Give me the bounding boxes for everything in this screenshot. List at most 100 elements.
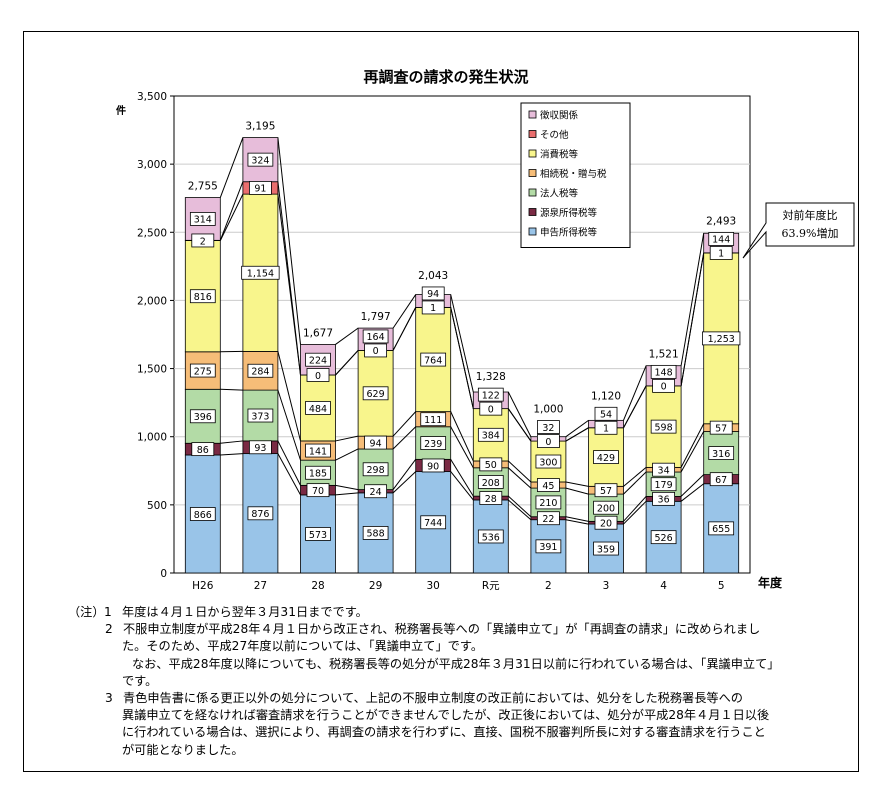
data-label: 224 bbox=[309, 356, 327, 367]
data-label: 239 bbox=[424, 439, 442, 450]
y-tick-label: 0 bbox=[160, 568, 167, 580]
data-label-box bbox=[652, 462, 675, 477]
data-label: 0 bbox=[545, 437, 551, 448]
data-label: 200 bbox=[597, 504, 615, 515]
note-3: 3 青色申告書に係る更正以外の処分について、上記の不服申立制度の改正前においては、… bbox=[68, 690, 838, 707]
data-label: 86 bbox=[197, 445, 209, 456]
data-label: 536 bbox=[482, 532, 500, 543]
connector-line bbox=[680, 233, 705, 366]
data-label-box bbox=[652, 491, 675, 506]
legend-swatch bbox=[528, 169, 537, 177]
legend-label: 相続税・贈与税 bbox=[540, 168, 607, 180]
data-label-box bbox=[593, 450, 619, 464]
total-label: 1,000 bbox=[533, 404, 563, 416]
connector-line bbox=[623, 496, 647, 522]
x-tick-label: 3 bbox=[603, 580, 610, 592]
connector-line bbox=[392, 471, 417, 494]
connector-line bbox=[623, 471, 647, 495]
connector-line bbox=[392, 411, 417, 437]
data-label-box bbox=[305, 465, 331, 480]
connector-line bbox=[623, 466, 647, 487]
data-label-box bbox=[247, 506, 274, 521]
data-label: 70 bbox=[312, 486, 324, 497]
legend-label: 申告所得税等 bbox=[540, 227, 598, 239]
x-tick-label: H26 bbox=[192, 580, 214, 592]
x-tick-label: 27 bbox=[254, 580, 267, 592]
data-label-box bbox=[362, 462, 389, 477]
data-label-box bbox=[477, 427, 504, 442]
y-tick-label: 3,500 bbox=[137, 91, 167, 103]
connector-line bbox=[680, 431, 705, 473]
connector-line bbox=[335, 435, 359, 442]
data-label-box bbox=[362, 329, 389, 344]
data-label-box bbox=[709, 472, 733, 487]
legend-label: 徴収関係 bbox=[540, 110, 579, 122]
connector-line bbox=[450, 459, 474, 497]
note-3-cont-d: が可能となりました。 bbox=[122, 742, 244, 757]
data-label: 588 bbox=[367, 529, 385, 540]
note-3-number: 3 bbox=[105, 691, 113, 706]
data-label-box bbox=[594, 483, 618, 498]
data-label: 324 bbox=[251, 155, 269, 166]
connector-line bbox=[565, 481, 589, 487]
y-axis-unit-label: 件 bbox=[116, 104, 126, 117]
connector-line bbox=[277, 137, 301, 345]
data-label-box bbox=[189, 212, 216, 226]
data-label: 629 bbox=[367, 389, 385, 400]
data-label-box bbox=[537, 478, 560, 492]
connector-line bbox=[219, 181, 244, 241]
legend-swatch bbox=[528, 188, 537, 197]
data-label: 28 bbox=[485, 494, 497, 505]
connector-line bbox=[392, 459, 417, 490]
legend-label: 源泉所得税等 bbox=[540, 207, 598, 219]
callout-box bbox=[742, 202, 855, 259]
data-label: 208 bbox=[482, 478, 500, 489]
data-label-box bbox=[477, 387, 504, 402]
connector-line bbox=[220, 453, 243, 456]
data-label-box bbox=[241, 265, 280, 280]
data-label-box bbox=[420, 515, 447, 530]
connector-line bbox=[450, 411, 474, 462]
data-label: 1,154 bbox=[247, 269, 274, 280]
total-label: 2,043 bbox=[418, 270, 448, 282]
note-2-text-a: 不服申立制度が平成28年４月１日から改正され、税務署長等への「異議申立て」が「再… bbox=[123, 622, 761, 637]
data-label-box bbox=[305, 527, 331, 541]
x-tick-label: 28 bbox=[311, 580, 324, 592]
connector-line bbox=[392, 307, 417, 351]
connector-line bbox=[277, 181, 301, 376]
y-tick-label: 500 bbox=[147, 500, 167, 512]
data-label: 94 bbox=[370, 438, 382, 449]
data-label: 300 bbox=[539, 457, 557, 468]
data-label-box bbox=[191, 442, 215, 457]
note-3-cont-c: に行われている場合は、選択により、再調査の請求を行わずに、直接、国税不服審判所長… bbox=[122, 725, 766, 740]
data-label: 45 bbox=[542, 481, 554, 492]
x-tick-label: R元 bbox=[482, 580, 500, 592]
connector-line bbox=[507, 391, 532, 437]
legend-label: その他 bbox=[540, 129, 569, 141]
data-label-box bbox=[477, 529, 504, 544]
data-label: 0 bbox=[661, 382, 667, 393]
data-label: 314 bbox=[194, 215, 212, 226]
x-tick-label: 5 bbox=[718, 580, 725, 592]
note-3-cont-b: 異議申立てを経なければ審査請求を行うことができませんでしたが、改正後においては、… bbox=[122, 708, 770, 723]
data-label-box bbox=[708, 521, 735, 536]
total-label: 1,521 bbox=[649, 348, 679, 360]
data-label: 391 bbox=[539, 542, 557, 553]
data-label-box bbox=[247, 363, 274, 378]
data-label: 91 bbox=[254, 184, 266, 195]
y-tick-label: 1,000 bbox=[137, 432, 167, 444]
data-label-box bbox=[593, 541, 619, 556]
data-label-box bbox=[421, 458, 445, 473]
data-label: 57 bbox=[715, 423, 727, 434]
data-label: 744 bbox=[424, 518, 442, 529]
data-label-box bbox=[537, 420, 560, 434]
connector-line bbox=[565, 519, 589, 525]
note-prefix: （注） bbox=[68, 605, 105, 619]
data-label-box bbox=[189, 289, 216, 304]
data-label: 210 bbox=[539, 498, 557, 509]
connector-line bbox=[219, 137, 244, 198]
data-label-box bbox=[189, 507, 216, 521]
data-label: 20 bbox=[600, 519, 612, 530]
connector-line bbox=[277, 389, 301, 461]
data-label: 359 bbox=[597, 544, 615, 555]
